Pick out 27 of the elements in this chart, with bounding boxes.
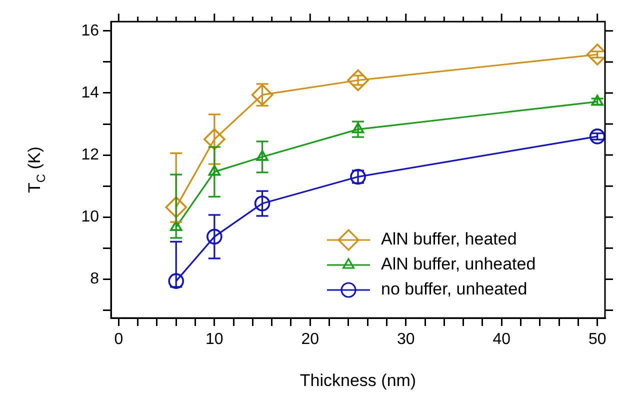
x-tick-label: 40 — [492, 331, 511, 348]
x-tick-label: 0 — [114, 331, 124, 348]
point — [203, 128, 226, 150]
y-axis-title: TC (K) — [25, 146, 48, 194]
x-tick-label: 50 — [588, 331, 606, 348]
legend-label: no buffer, unheated — [381, 280, 528, 299]
point — [256, 150, 268, 161]
x-axis-title: Thickness (nm) — [300, 371, 416, 390]
y-tick-label: 16 — [81, 22, 100, 40]
point — [170, 220, 182, 231]
y-tick-label: 14 — [81, 84, 100, 102]
point — [168, 273, 184, 289]
y-tick-label: 8 — [90, 270, 100, 288]
x-tick-label: 20 — [301, 331, 320, 348]
legend-label: AlN buffer, heated — [381, 230, 517, 249]
legend-label: AlN buffer, unheated — [381, 254, 536, 274]
point — [165, 196, 187, 218]
y-tick-label: 10 — [81, 208, 100, 226]
x-tick-label: 10 — [205, 331, 224, 348]
point — [352, 122, 364, 134]
point — [347, 69, 369, 92]
point — [208, 164, 220, 176]
y-tick-label: 12 — [81, 146, 100, 164]
point — [206, 228, 222, 245]
point — [254, 196, 270, 212]
x-tick-label: 30 — [396, 331, 415, 348]
point — [251, 84, 274, 106]
